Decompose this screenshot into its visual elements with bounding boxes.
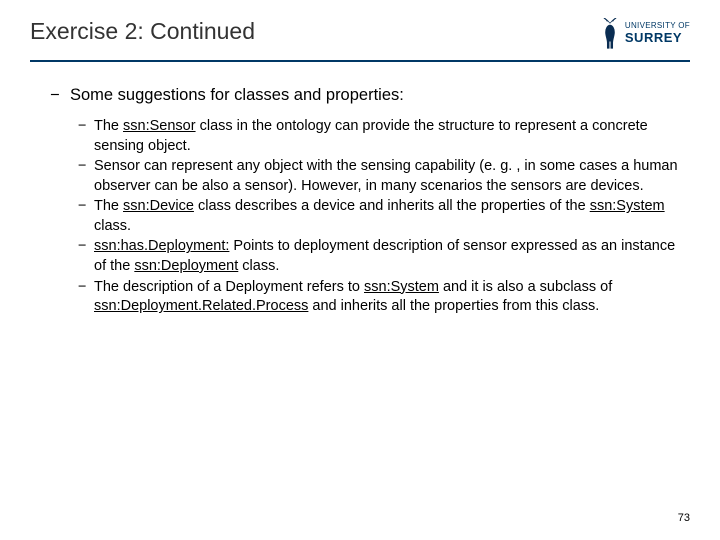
list-item: The ssn:Device class describes a device … <box>94 197 680 236</box>
logo-line2: SURREY <box>625 31 690 45</box>
page-number: 73 <box>678 512 690 524</box>
title-bar: Exercise 2: Continued UNIVERSITY OF SURR… <box>0 0 720 58</box>
text-mid: and it is also a subclass of <box>439 279 612 295</box>
list-item: ssn:has.Deployment: Points to deployment… <box>94 237 680 276</box>
text-pre: Sensor can represent any object with the… <box>94 158 678 194</box>
text-post: and inherits all the properties from thi… <box>308 298 599 314</box>
underlined-term: ssn:Deployment.Related.Process <box>94 298 308 314</box>
text-post: class. <box>94 218 131 234</box>
list-item: The ssn:Sensor class in the ontology can… <box>94 117 680 156</box>
list-item: The description of a Deployment refers t… <box>94 278 680 317</box>
text-mid: class describes a device and inherits al… <box>194 198 590 214</box>
underlined-term: ssn:System <box>590 198 665 214</box>
text-pre: The <box>94 118 123 134</box>
slide-title: Exercise 2: Continued <box>30 18 255 45</box>
logo-text: UNIVERSITY OF SURREY <box>625 22 690 45</box>
title-divider <box>30 60 690 62</box>
underlined-term: ssn:Sensor <box>123 118 196 134</box>
university-logo: UNIVERSITY OF SURREY <box>599 18 690 50</box>
text-post: class. <box>238 258 279 274</box>
underlined-term: ssn:Device <box>123 198 194 214</box>
text-pre: The description of a Deployment refers t… <box>94 279 364 295</box>
underlined-term: ssn:Deployment <box>134 258 238 274</box>
text-pre: The <box>94 198 123 214</box>
stag-icon <box>599 18 621 50</box>
underlined-term: ssn:System <box>364 279 439 295</box>
level2-list: The ssn:Sensor class in the ontology can… <box>70 117 680 317</box>
underlined-term: ssn:has.Deployment: <box>94 238 229 254</box>
level1-bullet: Some suggestions for classes and propert… <box>70 86 680 105</box>
content-area: Some suggestions for classes and propert… <box>0 86 720 317</box>
list-item: Sensor can represent any object with the… <box>94 157 680 196</box>
